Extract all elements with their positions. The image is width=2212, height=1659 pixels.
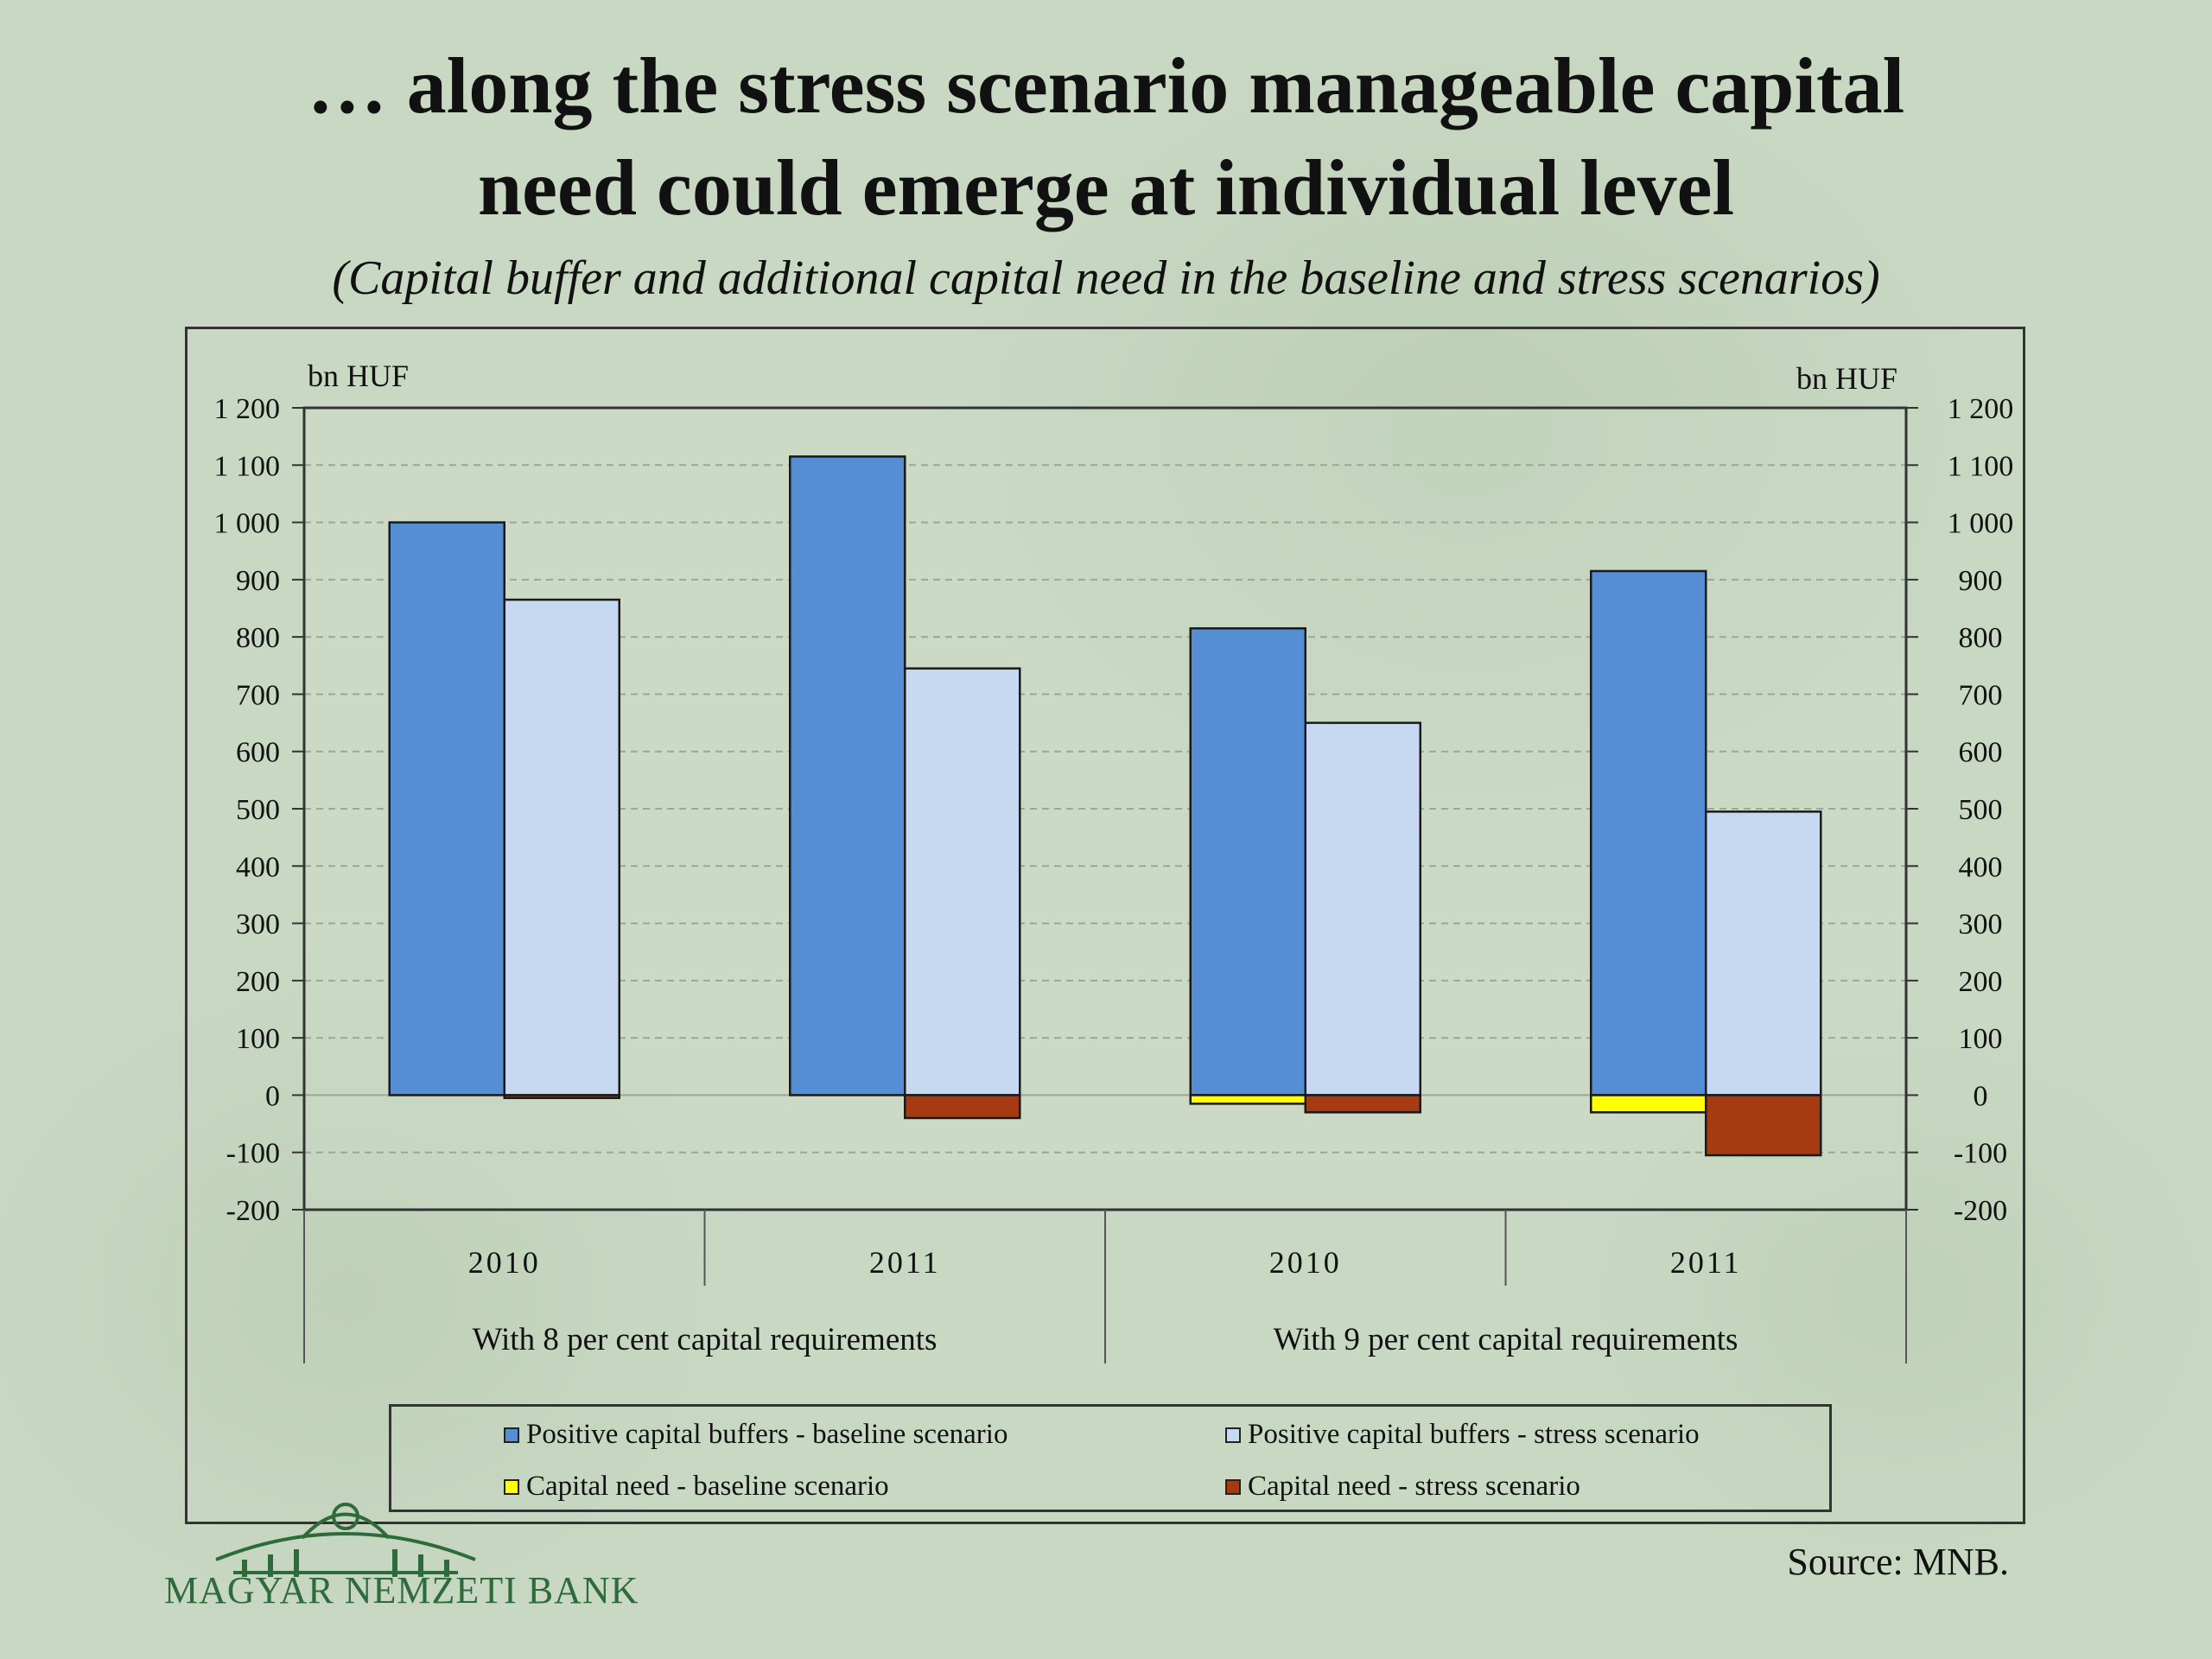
y-tick-label-right: 300	[1959, 909, 2003, 941]
y-tick-label-right: 1 000	[1948, 508, 2014, 540]
bar	[388, 521, 505, 1096]
y-tick-label-left: 1 000	[214, 508, 281, 540]
y-tick-label-right: -200	[1954, 1195, 2007, 1227]
x-tick-label: 2010	[468, 1245, 541, 1280]
y-tick-label-left: 700	[236, 679, 280, 711]
chart-frame	[185, 327, 2025, 1524]
title-line-1: … along the stress scenario manageable c…	[307, 41, 1905, 130]
bar	[1304, 1094, 1421, 1114]
chart-legend: Positive capital buffers - baseline scen…	[389, 1404, 1832, 1512]
y-tick-label-right: 400	[1959, 851, 2003, 883]
bar	[1705, 1094, 1822, 1157]
bar	[503, 1094, 620, 1099]
y-tick-label-left: 200	[236, 966, 280, 998]
y-tick-label-right: 500	[1959, 794, 2003, 826]
x-group-label: With 8 per cent capital requirements	[473, 1322, 938, 1357]
y-tick-label-right: 800	[1959, 622, 2003, 654]
y-tick-label-left: 400	[236, 851, 280, 883]
y-tick-label-left: 500	[236, 794, 280, 826]
legend-swatch	[504, 1427, 519, 1443]
y-tick-label-right: 100	[1959, 1023, 2003, 1055]
y-tick-label-right: 700	[1959, 679, 2003, 711]
bar	[1590, 1094, 1707, 1114]
bar	[1189, 1094, 1306, 1105]
x-tick-label: 2011	[869, 1245, 941, 1280]
legend-swatch	[1225, 1427, 1241, 1443]
bar	[1590, 569, 1707, 1096]
y-tick-label-left: 800	[236, 622, 280, 654]
y-tick-label-right: 600	[1959, 737, 2003, 769]
y-axis-unit-left: bn HUF	[308, 359, 409, 393]
y-tick-label-right: 1 100	[1948, 450, 2014, 482]
y-tick-label-left: 1 200	[214, 393, 281, 425]
legend-swatch	[1225, 1478, 1241, 1495]
bar	[904, 1094, 1021, 1120]
source-note: Source: MNB.	[1787, 1541, 2009, 1583]
y-tick-label-right: 200	[1959, 966, 2003, 998]
legend-swatch	[504, 1478, 519, 1495]
legend-label: Positive capital buffers - baseline scen…	[526, 1419, 1008, 1450]
bar	[1705, 810, 1822, 1096]
bank-logo-emblem	[215, 1503, 476, 1577]
x-group-label: With 9 per cent capital requirements	[1274, 1322, 1738, 1357]
x-tick-label: 2010	[1269, 1245, 1342, 1280]
legend-item: Capital need - baseline scenario	[504, 1471, 889, 1503]
legend-item: Positive capital buffers - baseline scen…	[504, 1419, 1007, 1451]
legend-label: Capital need - baseline scenario	[526, 1471, 889, 1502]
y-tick-label-left: 600	[236, 737, 280, 769]
y-tick-label-left: 0	[265, 1080, 280, 1112]
legend-label: Positive capital buffers - stress scenar…	[1248, 1419, 1700, 1450]
y-tick-label-left: 100	[236, 1023, 280, 1055]
bank-logo-text: MAGYAR NEMZETI BANK	[164, 1569, 639, 1611]
y-tick-label-right: 1 200	[1948, 393, 2014, 425]
title-line-2: need could emerge at individual level	[477, 143, 1735, 232]
slide-title: … along the stress scenario manageable c…	[0, 35, 2212, 238]
x-tick-label: 2011	[1670, 1245, 1742, 1280]
bar	[1189, 626, 1306, 1096]
y-tick-label-left: -100	[226, 1138, 280, 1170]
y-tick-label-right: -100	[1954, 1138, 2007, 1170]
y-tick-label-left: 1 100	[214, 450, 281, 482]
slide-subtitle: (Capital buffer and additional capital n…	[332, 251, 1880, 305]
bar	[789, 455, 906, 1096]
legend-item: Capital need - stress scenario	[1225, 1471, 1580, 1503]
bar	[503, 598, 620, 1096]
legend-item: Positive capital buffers - stress scenar…	[1225, 1419, 1700, 1451]
y-tick-label-right: 0	[1974, 1080, 1988, 1112]
bar	[904, 667, 1021, 1096]
bar	[1304, 721, 1421, 1096]
y-tick-label-left: 900	[236, 565, 280, 597]
y-axis-unit-right: bn HUF	[1796, 361, 1897, 396]
y-tick-label-right: 900	[1959, 565, 2003, 597]
y-tick-label-left: 300	[236, 909, 280, 941]
legend-label: Capital need - stress scenario	[1248, 1471, 1580, 1502]
y-tick-label-left: -200	[226, 1195, 280, 1227]
